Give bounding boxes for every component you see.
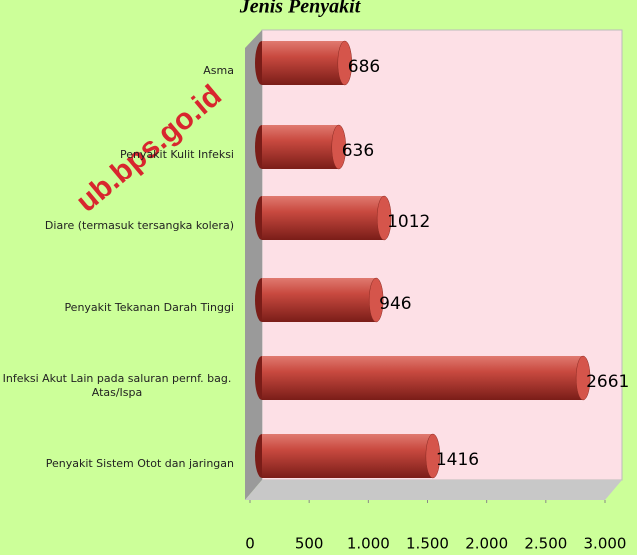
data-label: 636 (342, 141, 374, 161)
bar-body (262, 278, 377, 322)
y-tick-label: Diare (termasuk tersangka kolera) (44, 219, 234, 232)
back-wall (261, 29, 623, 481)
bar-body (262, 196, 385, 240)
y-tick-label: Penyakit Sistem Otot dan jaringan (45, 457, 234, 470)
data-label: 946 (379, 294, 411, 314)
bar-body (262, 125, 339, 169)
bar-cap (376, 195, 392, 241)
bar-cap (368, 277, 384, 323)
data-label: 2661 (586, 372, 629, 392)
bar-cap (425, 433, 441, 479)
side-wall (245, 30, 262, 500)
x-tick-label: 1.000 (347, 535, 390, 553)
x-tick-label: 500 (295, 535, 324, 553)
x-tick-label: 2.500 (524, 535, 567, 553)
x-tick-label: 2.000 (465, 535, 508, 553)
y-tick-label: Infeksi Akut Lain pada saluran pernf. ba… (2, 372, 232, 399)
bar-cap (331, 124, 346, 170)
chart-title: Jenis Penyakit (239, 0, 362, 18)
bar-cap (575, 355, 591, 401)
x-tick-label: 1.500 (406, 535, 449, 553)
floor (245, 480, 622, 500)
x-tick-label: 0 (245, 535, 255, 553)
data-label: 1416 (436, 450, 479, 470)
bar (255, 195, 392, 241)
y-tick-label: Penyakit Kulit Infeksi (119, 148, 234, 161)
y-tick-label: Penyakit Tekanan Darah Tinggi (64, 301, 234, 314)
y-tick-label: Asma (203, 64, 234, 77)
data-label: 1012 (387, 212, 430, 232)
bar (255, 124, 346, 170)
bar (255, 433, 441, 479)
x-tick-label: 3.000 (584, 535, 627, 553)
bar (255, 40, 353, 86)
bar (255, 277, 384, 323)
bar-body (262, 356, 584, 400)
data-label: 686 (348, 57, 380, 77)
bar (255, 355, 591, 401)
bar-body (262, 434, 433, 478)
bar-cap (337, 40, 353, 86)
bar-body (262, 41, 345, 85)
